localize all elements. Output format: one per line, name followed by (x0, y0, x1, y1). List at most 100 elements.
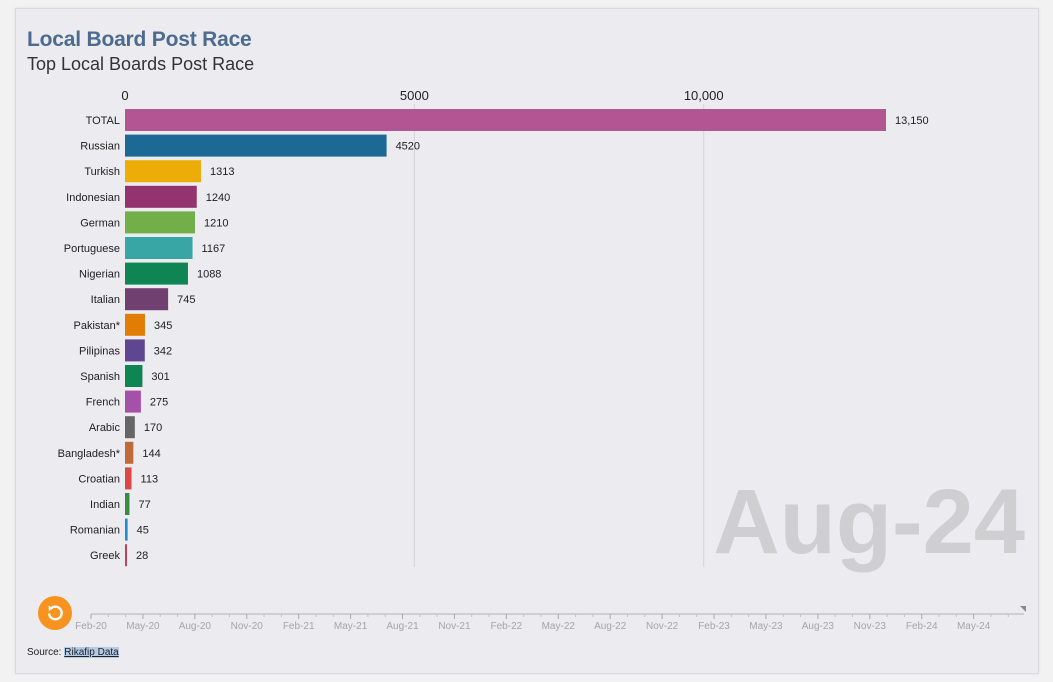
bar-row: French 275 (86, 390, 168, 413)
timeline-label[interactable]: Feb-22 (491, 621, 523, 632)
value-label: 13,150 (895, 115, 929, 127)
bar (125, 237, 193, 259)
bars: TOTAL 13,150 Russian 4520 Turkish 1313 Indones… (58, 109, 929, 567)
bar (125, 134, 387, 157)
category-label: Spanish (80, 371, 120, 383)
value-label: 342 (154, 345, 172, 357)
bar-row: Italian 745 (91, 288, 195, 311)
bar-row: German 1210 (80, 211, 229, 234)
value-label: 301 (151, 371, 169, 383)
category-label: Russian (80, 141, 120, 153)
value-label: 4520 (396, 141, 420, 153)
timeline-label[interactable]: Aug-21 (386, 621, 419, 632)
timeline-label[interactable]: Nov-22 (646, 621, 679, 632)
source-note: Source: Rikafip Data (27, 647, 119, 658)
value-label: 144 (142, 448, 160, 460)
bar (125, 288, 169, 311)
category-label: Romanian (70, 525, 120, 537)
replay-button[interactable] (38, 596, 72, 630)
bar (125, 313, 145, 336)
bar (125, 544, 127, 567)
bar (125, 390, 141, 413)
source-prefix: Source: (27, 647, 65, 658)
bar (125, 441, 134, 464)
bar-row: Nigerian 1088 (79, 262, 221, 285)
timeline-label[interactable]: May-23 (749, 621, 783, 632)
bar (125, 493, 130, 515)
timeline-label[interactable]: Aug-23 (802, 621, 835, 632)
x-tick-label: 10,000 (684, 88, 724, 103)
bar-row: Russian 4520 (80, 134, 420, 157)
timeline-label[interactable]: Feb-20 (75, 621, 107, 632)
category-label: Greek (90, 550, 120, 562)
bar-row: Indian 77 (90, 493, 151, 515)
chart-title: Local Board Post Race (27, 28, 252, 51)
x-tick-label: 0 (121, 88, 128, 103)
chart-subtitle: Top Local Boards Post Race (27, 54, 255, 74)
timeline-label[interactable]: May-21 (334, 621, 368, 632)
category-label: Portuguese (64, 243, 120, 255)
value-label: 1167 (202, 243, 226, 255)
category-label: Indonesian (66, 192, 120, 204)
category-label: French (86, 397, 120, 409)
period-watermark: Aug-24 (713, 471, 1025, 573)
bar-row: Croatian 113 (78, 467, 159, 490)
category-label: Indian (90, 499, 120, 511)
category-label: German (80, 217, 120, 229)
x-axis-ticks: 0 5000 10,000 (121, 88, 723, 103)
bar-row: Pilipinas 342 (79, 339, 172, 362)
category-label: Turkish (84, 166, 120, 178)
timeline-label[interactable]: Nov-23 (854, 621, 887, 632)
value-label: 45 (137, 525, 149, 537)
timeline-label[interactable]: Aug-20 (179, 621, 212, 632)
timeline-label[interactable]: May-24 (957, 621, 991, 632)
timeline-label[interactable]: Feb-23 (698, 621, 730, 632)
bar (125, 416, 135, 439)
bar-row: Spanish 301 (80, 365, 170, 387)
bar (125, 365, 143, 387)
category-label: Pakistan* (74, 320, 121, 332)
bar-row: Romanian 45 (70, 518, 149, 541)
bar-row: Greek 28 (90, 544, 148, 567)
category-label: Arabic (89, 422, 121, 434)
category-label: Croatian (78, 473, 120, 485)
value-label: 77 (138, 499, 150, 511)
bar (125, 339, 145, 362)
value-label: 745 (177, 294, 195, 306)
timeline-label[interactable]: Feb-21 (283, 621, 315, 632)
bar (125, 160, 201, 183)
value-label: 1313 (210, 166, 234, 178)
category-label: Pilipinas (79, 345, 120, 357)
timeline-label[interactable]: Nov-20 (231, 621, 264, 632)
source-link[interactable]: Rikafip Data (64, 647, 119, 658)
timeline-slider[interactable]: Feb-20 May-20 Aug-20 Nov-20 Feb-21 May-21 Aug-… (75, 606, 1026, 632)
value-label: 113 (141, 473, 159, 485)
bar-row: Portuguese 1167 (64, 237, 225, 259)
bar (125, 467, 132, 490)
timeline-label[interactable]: May-22 (542, 621, 576, 632)
value-label: 275 (150, 397, 168, 409)
category-label: Italian (91, 294, 120, 306)
bar (125, 262, 188, 285)
bar-row: Pakistan* 345 (74, 313, 172, 336)
timeline-label[interactable]: Nov-21 (438, 621, 471, 632)
bar-row: Turkish 1313 (84, 160, 234, 183)
timeline-label[interactable]: May-20 (126, 621, 160, 632)
value-label: 1088 (197, 269, 221, 281)
bar (125, 109, 886, 131)
value-label: 1240 (206, 192, 230, 204)
bar-row: Bangladesh* 144 (58, 441, 161, 464)
timeline-label[interactable]: Feb-24 (906, 621, 938, 632)
bar (125, 185, 197, 208)
value-label: 1210 (204, 217, 228, 229)
x-tick-label: 5000 (400, 88, 429, 103)
grid-lines (413, 104, 705, 567)
timeline-label[interactable]: Aug-22 (594, 621, 627, 632)
value-label: 345 (154, 320, 172, 332)
timeline-handle[interactable] (1020, 606, 1026, 612)
value-label: 28 (136, 550, 148, 562)
bar (125, 518, 128, 541)
category-label: Bangladesh* (58, 448, 121, 460)
category-label: TOTAL (86, 115, 120, 127)
